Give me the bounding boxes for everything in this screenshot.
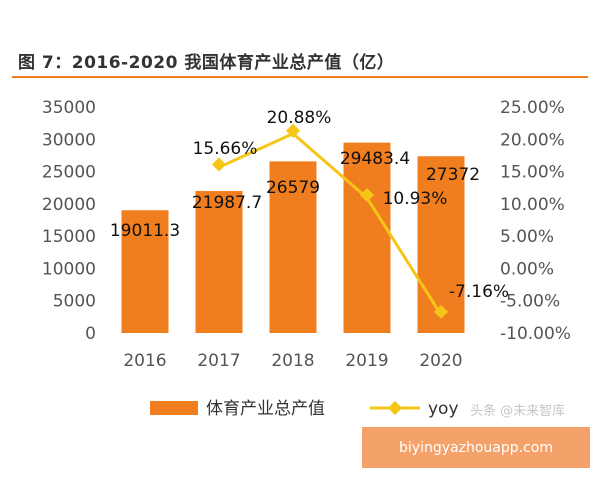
bar-value-label: 29483.4 [340,149,410,169]
legend: 体育产业总产值 yoy [150,399,459,419]
chart-title: 图 7：2016-2020 我国体育产业总产值（亿） [18,53,395,73]
right-axis-tick: 20.00% [500,130,565,150]
x-axis: 2016 2017 2018 2019 2020 [123,351,462,371]
right-axis: -10.00% -5.00% 0.00% 5.00% 10.00% 15.00% 20.00… [500,98,571,344]
bar-series [121,142,465,333]
right-axis-tick: 10.00% [500,195,565,215]
bar [269,161,317,333]
x-axis-tick: 2016 [123,351,166,371]
bar [121,210,169,333]
bar-value-label: 19011.3 [110,221,180,241]
left-axis-tick: 30000 [42,130,96,150]
left-axis-tick: 35000 [42,98,96,118]
legend-swatch-marker [387,400,403,416]
left-axis-tick: 10000 [42,259,96,279]
legend-label: yoy [428,399,459,419]
yoy-value-label: 15.66% [193,139,258,159]
left-axis-tick: 0 [85,324,96,344]
x-axis-tick: 2019 [345,351,388,371]
yoy-data-labels: 15.66% 20.88% 10.93% -7.16% [193,108,509,302]
yoy-marker [359,187,375,203]
watermark: 头条 @未来智库 [470,404,566,419]
bar [343,142,391,333]
bar-value-label: 21987.7 [192,193,262,213]
right-axis-tick: 15.00% [500,163,565,183]
left-axis-tick: 15000 [42,227,96,247]
left-axis-tick: 20000 [42,195,96,215]
bar [195,191,243,333]
bar-value-label: 27372 [426,165,480,185]
legend-label: 体育产业总产值 [206,399,325,419]
title-underline [12,76,588,78]
left-axis: 0 5000 10000 15000 20000 25000 30000 35000 [42,98,96,344]
x-axis-tick: 2017 [197,351,240,371]
legend-swatch-bar [150,401,198,415]
url-banner[interactable]: biyingyazhouapp.com [362,427,590,468]
yoy-value-label: 10.93% [383,189,448,209]
yoy-series [211,123,449,319]
right-axis-tick: 5.00% [500,227,554,247]
right-axis-tick: -5.00% [500,292,560,312]
yoy-value-label: -7.16% [449,282,509,302]
right-axis-tick: -10.00% [500,324,571,344]
left-axis-tick: 5000 [53,292,96,312]
bar-value-label: 26579 [266,178,320,198]
yoy-marker [433,304,449,319]
x-axis-tick: 2018 [271,351,314,371]
yoy-marker [211,157,227,172]
right-axis-tick: 25.00% [500,98,565,118]
right-axis-tick: 0.00% [500,259,554,279]
left-axis-tick: 25000 [42,163,96,183]
bar [417,156,465,333]
x-axis-tick: 2020 [419,351,462,371]
yoy-value-label: 20.88% [267,108,332,128]
yoy-line [218,131,443,316]
